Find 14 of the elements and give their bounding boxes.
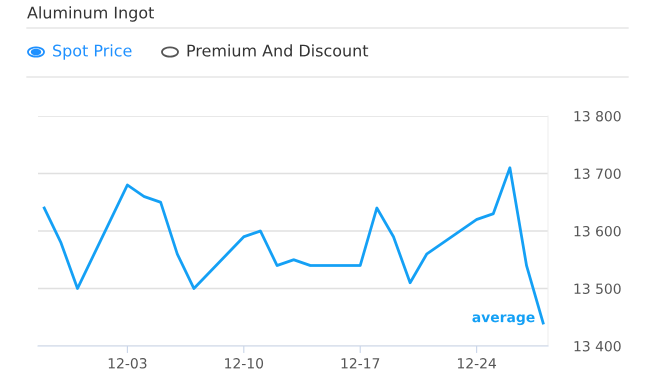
text: Spot Price [53,44,132,60]
x-tick-label: 12-17 [342,358,380,368]
text: Premium And Discount [188,44,368,57]
y-tick-label: 13 600 [574,226,621,236]
y-tick-label: 13 400 [574,340,621,352]
line-series [42,166,545,324]
annotation: average [472,314,535,326]
x-tick-label: 12-10 [225,358,264,369]
y-tick-label: 13 500 [574,283,621,294]
chart-title: Aluminum Ingot [27,6,154,22]
y-tick-label: 13 700 [574,168,621,179]
y-tick-label: 13 800 [574,110,621,122]
x-tick-label: 12-03 [108,358,146,369]
x-tick-label: 12-24 [458,358,496,368]
